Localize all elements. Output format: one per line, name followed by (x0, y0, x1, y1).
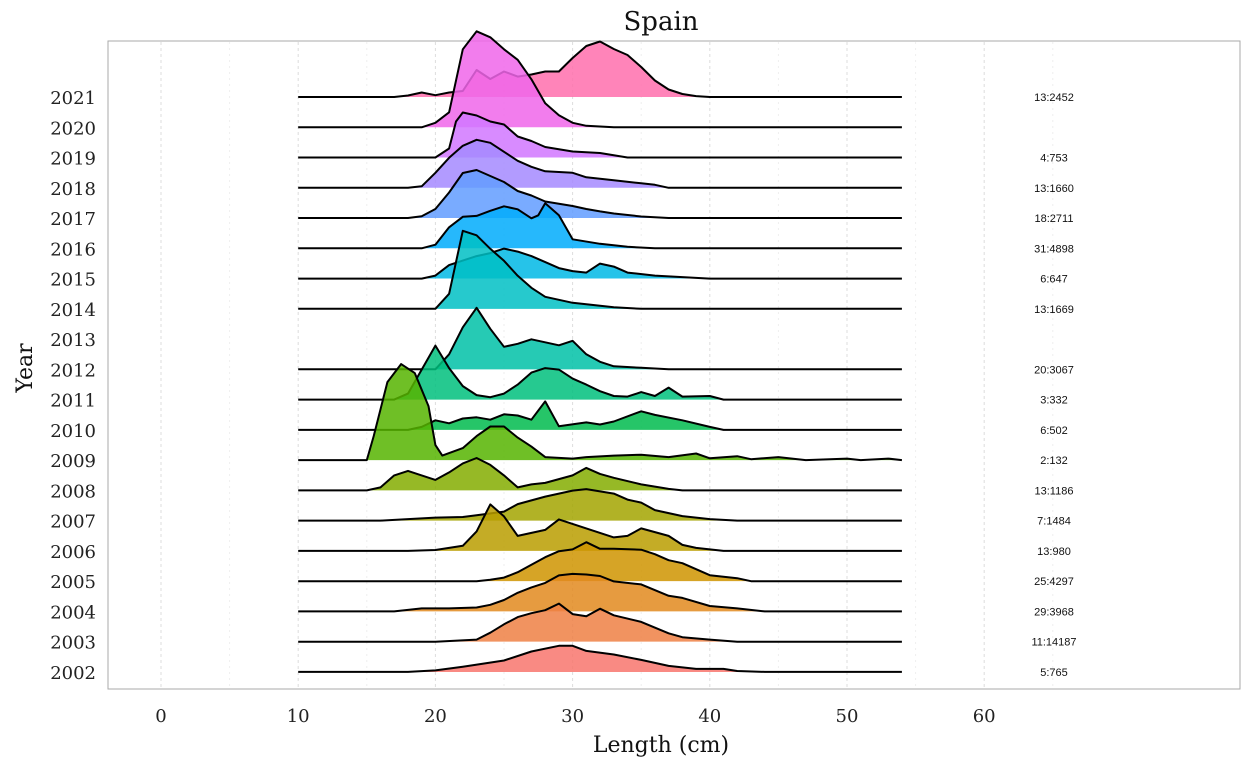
ridge-fill-2019 (298, 112, 902, 158)
y-tick-label-2016: 2016 (50, 239, 96, 260)
count-label-2010: 6:502 (1040, 425, 1068, 437)
x-tick-label-20: 20 (424, 706, 447, 727)
count-label-2016: 31:4898 (1034, 243, 1074, 255)
count-label-2005: 25:4297 (1034, 576, 1074, 588)
ridge-fill-2007 (298, 489, 902, 521)
count-label-2018: 13:1660 (1034, 183, 1074, 195)
ridge-line-2004 (298, 572, 902, 613)
ridge-line-2015 (298, 247, 902, 280)
ridge-line-2009 (298, 363, 903, 462)
count-label-2002: 5:765 (1040, 667, 1068, 679)
plot-panel (107, 40, 1241, 690)
ridge-line-2002 (298, 644, 902, 673)
x-tick-label-60: 60 (973, 706, 996, 727)
y-tick-label-2008: 2008 (50, 481, 96, 502)
chart-title: Spain (623, 7, 698, 37)
count-label-2006: 13:980 (1037, 546, 1071, 558)
ridge-fill-2006 (298, 504, 902, 551)
count-label-2021: 13:2452 (1034, 92, 1074, 104)
x-tick-label-0: 0 (155, 706, 166, 727)
ridge-fill-2015 (298, 248, 902, 279)
ridge-fill-2012 (298, 307, 902, 370)
y-tick-label-2018: 2018 (50, 179, 96, 200)
ridge-line-2014 (298, 229, 902, 310)
ridges-layer (298, 30, 903, 673)
ridge-line-2012 (298, 306, 902, 371)
ridge-fill-2017 (298, 170, 902, 219)
count-label-2007: 7:1484 (1037, 516, 1071, 528)
y-tick-label-2013: 2013 (50, 330, 96, 351)
count-label-2014: 13:1669 (1034, 304, 1074, 316)
y-tick-label-2019: 2019 (50, 149, 96, 170)
y-tick-label-2020: 2020 (50, 118, 96, 139)
y-tick-labels: 2021 2020 2019 2018 2017 2016 2015 2014 2013 2012… (50, 88, 96, 684)
ridge-line-2016 (298, 202, 902, 250)
ridge-fill-2009 (298, 364, 902, 461)
count-label-2012: 20:3067 (1034, 364, 1074, 376)
count-label-2003: 11:14187 (1031, 637, 1076, 649)
y-tick-label-2006: 2006 (50, 542, 96, 563)
x-tick-label-50: 50 (836, 706, 859, 727)
y-tick-label-2007: 2007 (50, 512, 96, 533)
ridge-line-2020 (298, 30, 902, 129)
ridge-fill-2021 (298, 41, 902, 97)
x-tick-labels: 0 10 20 30 40 50 60 (155, 706, 995, 727)
count-label-2011: 3:332 (1040, 395, 1068, 407)
x-axis-label: Length (cm) (593, 733, 729, 758)
ridge-line-2005 (298, 541, 902, 583)
count-label-2015: 6:647 (1040, 274, 1068, 286)
y-tick-label-2014: 2014 (50, 300, 96, 321)
ridge-line-2018 (298, 138, 902, 189)
count-label-2009: 2:132 (1040, 455, 1068, 467)
y-tick-label-2017: 2017 (50, 209, 96, 230)
y-tick-label-2005: 2005 (50, 572, 96, 593)
x-tick-label-10: 10 (287, 706, 310, 727)
ridge-fill-2002 (298, 645, 902, 672)
ridge-fill-2016 (298, 203, 902, 249)
ridge-line-2003 (298, 602, 902, 643)
count-label-2004: 29:3968 (1034, 606, 1074, 618)
count-label-2017: 18:2711 (1035, 213, 1074, 225)
y-axis-label: Year (13, 343, 38, 394)
ridge-fill-2004 (298, 573, 902, 612)
ridge-line-2007 (298, 488, 902, 522)
ridge-fill-2005 (298, 542, 902, 582)
ridge-fill-2003 (298, 603, 902, 642)
y-tick-label-2012: 2012 (50, 360, 96, 381)
ridge-line-2021 (298, 40, 902, 98)
y-tick-label-2009: 2009 (50, 451, 96, 472)
x-tick-label-30: 30 (561, 706, 584, 727)
ridge-line-2006 (298, 503, 902, 552)
count-label-2019: 4:753 (1040, 153, 1068, 165)
y-tick-label-2015: 2015 (50, 270, 96, 291)
ridge-fill-2018 (298, 139, 902, 188)
y-tick-label-2002: 2002 (50, 663, 96, 684)
y-tick-label-2003: 2003 (50, 633, 96, 654)
count-label-2008: 13:1186 (1035, 485, 1074, 497)
y-tick-label-2021: 2021 (50, 88, 96, 109)
ridge-line-2010 (298, 400, 902, 431)
ridge-line-2008 (298, 457, 902, 492)
y-tick-label-2010: 2010 (50, 421, 96, 442)
ridge-line-2011 (298, 344, 902, 401)
y-tick-label-2011: 2011 (50, 391, 96, 412)
x-tick-label-40: 40 (698, 706, 721, 727)
ridge-line-2019 (298, 111, 902, 159)
ridge-fill-2011 (298, 345, 902, 400)
count-labels: 5:765 11:14187 29:3968 25:4297 13:980 7:1484 1… (1031, 92, 1076, 679)
y-tick-label-2004: 2004 (50, 602, 96, 623)
ridge-line-2017 (298, 169, 902, 219)
